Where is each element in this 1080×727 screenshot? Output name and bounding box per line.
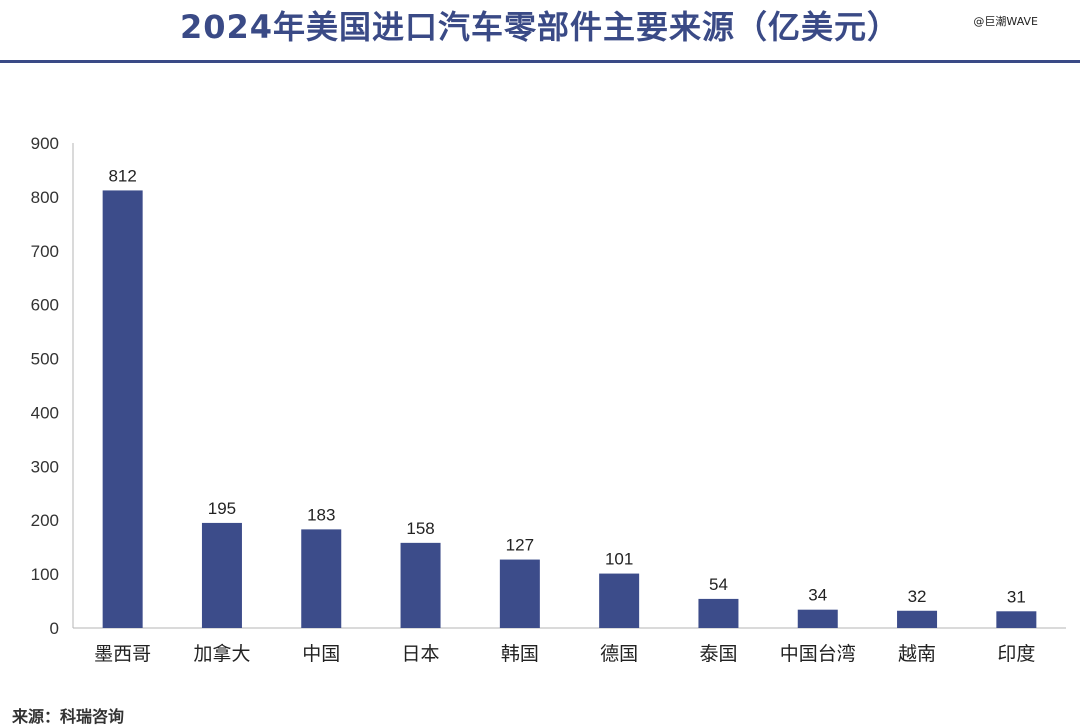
bars [102,190,1037,628]
category-label: 墨西哥 [94,644,151,665]
bar [301,529,342,628]
bar [698,598,739,628]
data-label: 34 [808,586,827,605]
data-label: 32 [908,587,927,606]
y-tick-label: 300 [31,457,59,476]
data-label: 127 [506,536,534,555]
bar [400,542,441,628]
y-tick-label: 500 [31,350,59,369]
y-tick-label: 600 [31,296,59,315]
title-divider [0,60,1080,63]
bar [797,609,838,628]
category-label: 加拿大 [193,642,250,665]
data-label: 195 [208,499,236,518]
y-tick-label: 700 [31,242,59,261]
bar [897,610,938,628]
category-label: 日本 [402,643,440,665]
category-label: 中国台湾 [780,643,856,665]
data-label: 31 [1007,587,1026,606]
data-label: 54 [709,575,728,594]
source-note: 来源：科瑞咨询 [12,707,125,726]
category-label: 越南 [898,643,936,665]
category-label: 中国 [302,643,340,665]
data-label: 812 [108,166,136,185]
y-tick-label: 400 [31,403,59,422]
category-labels: 墨西哥 加拿大 中国 日本 韩国 德国 泰国 中国台湾 越南 印度 [94,642,1035,665]
chart-title: 2024年美国进口汽车零部件主要来源（亿美元） [179,8,901,46]
y-tick-label: 100 [31,565,59,584]
y-tick-label: 800 [31,188,59,207]
watermark: @巨潮WAVE [973,15,1038,28]
bar [102,190,143,628]
category-label: 韩国 [501,643,539,665]
y-tick-label: 0 [50,619,59,638]
bar [499,559,540,628]
y-tick-label: 200 [31,511,59,530]
bar [599,573,640,628]
y-axis: 0 100 200 300 400 500 600 700 800 900 [31,134,74,638]
category-label: 泰国 [699,643,737,665]
bar [996,611,1037,628]
category-label: 印度 [997,643,1035,665]
bar [201,522,242,628]
data-label: 183 [307,505,335,524]
category-label: 德国 [600,643,638,665]
data-labels: 812 195 183 158 127 101 54 34 32 31 [108,166,1025,606]
y-tick-label: 900 [31,134,59,153]
data-label: 101 [605,550,633,569]
data-label: 158 [406,519,434,538]
